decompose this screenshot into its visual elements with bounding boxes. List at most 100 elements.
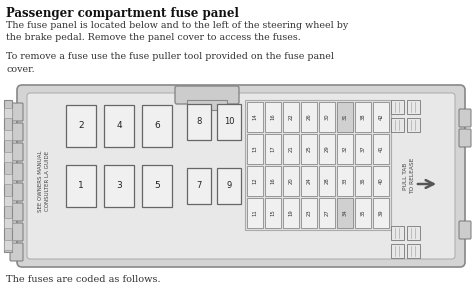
- FancyBboxPatch shape: [10, 243, 23, 261]
- Bar: [4, 196, 12, 206]
- Text: 20: 20: [289, 178, 293, 184]
- Text: 42: 42: [379, 114, 383, 120]
- Bar: [4, 130, 12, 140]
- Text: 11: 11: [253, 210, 257, 216]
- Bar: [66, 165, 96, 207]
- Bar: [373, 102, 389, 132]
- Text: SEE OWNERS MANUAL
CONSULTER LA GUIDE: SEE OWNERS MANUAL CONSULTER LA GUIDE: [38, 150, 50, 212]
- Text: 33: 33: [343, 178, 347, 184]
- FancyBboxPatch shape: [10, 203, 23, 221]
- Text: 29: 29: [325, 146, 329, 152]
- Bar: [391, 100, 404, 114]
- Bar: [301, 166, 317, 196]
- Text: 16: 16: [271, 178, 275, 184]
- Text: 25: 25: [307, 146, 311, 152]
- Text: 2: 2: [78, 121, 84, 131]
- Text: 32: 32: [343, 146, 347, 152]
- Text: 40: 40: [379, 178, 383, 184]
- Bar: [355, 102, 371, 132]
- FancyBboxPatch shape: [17, 85, 465, 267]
- Bar: [391, 226, 404, 240]
- Bar: [4, 174, 12, 184]
- Text: 3: 3: [116, 182, 122, 190]
- Bar: [283, 166, 299, 196]
- Text: 12: 12: [253, 178, 257, 184]
- Bar: [301, 134, 317, 164]
- Text: 8: 8: [196, 117, 202, 126]
- Text: 15: 15: [271, 210, 275, 216]
- Text: 19: 19: [289, 210, 293, 216]
- Bar: [283, 102, 299, 132]
- Bar: [187, 104, 211, 140]
- FancyBboxPatch shape: [459, 129, 471, 147]
- Bar: [142, 165, 172, 207]
- Bar: [4, 108, 12, 118]
- FancyBboxPatch shape: [10, 183, 23, 201]
- Text: 31: 31: [343, 114, 347, 120]
- Bar: [337, 198, 353, 228]
- Text: 13: 13: [253, 146, 257, 152]
- Bar: [355, 134, 371, 164]
- Text: 10: 10: [224, 117, 234, 126]
- FancyBboxPatch shape: [10, 103, 23, 121]
- Text: 28: 28: [325, 178, 329, 184]
- Bar: [301, 102, 317, 132]
- Bar: [4, 100, 12, 252]
- Text: 37: 37: [361, 146, 365, 152]
- FancyBboxPatch shape: [459, 109, 471, 127]
- Bar: [283, 134, 299, 164]
- Text: 1: 1: [78, 182, 84, 190]
- Bar: [247, 134, 263, 164]
- Bar: [265, 134, 281, 164]
- Text: 27: 27: [325, 210, 329, 216]
- Bar: [319, 198, 335, 228]
- Bar: [407, 100, 420, 114]
- Bar: [104, 165, 134, 207]
- Bar: [319, 134, 335, 164]
- Bar: [142, 105, 172, 147]
- FancyBboxPatch shape: [10, 143, 23, 161]
- FancyBboxPatch shape: [10, 223, 23, 241]
- Bar: [407, 244, 420, 258]
- Bar: [247, 198, 263, 228]
- Bar: [104, 105, 134, 147]
- Bar: [247, 102, 263, 132]
- Bar: [391, 244, 404, 258]
- Text: 26: 26: [307, 114, 311, 120]
- Bar: [265, 198, 281, 228]
- Bar: [66, 105, 96, 147]
- Bar: [301, 198, 317, 228]
- Bar: [355, 166, 371, 196]
- Text: 39: 39: [379, 210, 383, 216]
- Text: 4: 4: [116, 121, 122, 131]
- Text: PULL TAB
TO RELEASE: PULL TAB TO RELEASE: [403, 158, 415, 194]
- Bar: [4, 240, 12, 250]
- Text: 14: 14: [253, 114, 257, 120]
- Bar: [337, 166, 353, 196]
- Text: 23: 23: [307, 210, 311, 216]
- Text: 30: 30: [325, 114, 329, 120]
- Bar: [319, 166, 335, 196]
- Text: 16: 16: [271, 114, 275, 120]
- FancyBboxPatch shape: [175, 86, 239, 104]
- Text: 35: 35: [361, 210, 365, 216]
- Bar: [245, 100, 391, 230]
- Bar: [355, 198, 371, 228]
- Text: 41: 41: [379, 146, 383, 152]
- Text: 36: 36: [361, 178, 365, 184]
- Bar: [407, 226, 420, 240]
- Text: 9: 9: [227, 182, 232, 190]
- Bar: [187, 100, 227, 110]
- Text: 21: 21: [289, 146, 293, 152]
- Bar: [265, 102, 281, 132]
- Bar: [4, 218, 12, 228]
- Text: 24: 24: [307, 178, 311, 184]
- Bar: [407, 118, 420, 132]
- Bar: [4, 152, 12, 162]
- Text: The fuse panel is located below and to the left of the steering wheel by
the bra: The fuse panel is located below and to t…: [6, 21, 348, 43]
- Text: 34: 34: [343, 210, 347, 216]
- Bar: [283, 198, 299, 228]
- Bar: [265, 166, 281, 196]
- FancyBboxPatch shape: [459, 221, 471, 239]
- Text: 38: 38: [361, 114, 365, 120]
